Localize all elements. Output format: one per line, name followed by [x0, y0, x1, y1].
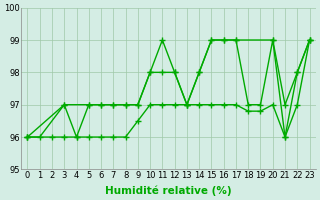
X-axis label: Humidité relative (%): Humidité relative (%) — [105, 185, 232, 196]
